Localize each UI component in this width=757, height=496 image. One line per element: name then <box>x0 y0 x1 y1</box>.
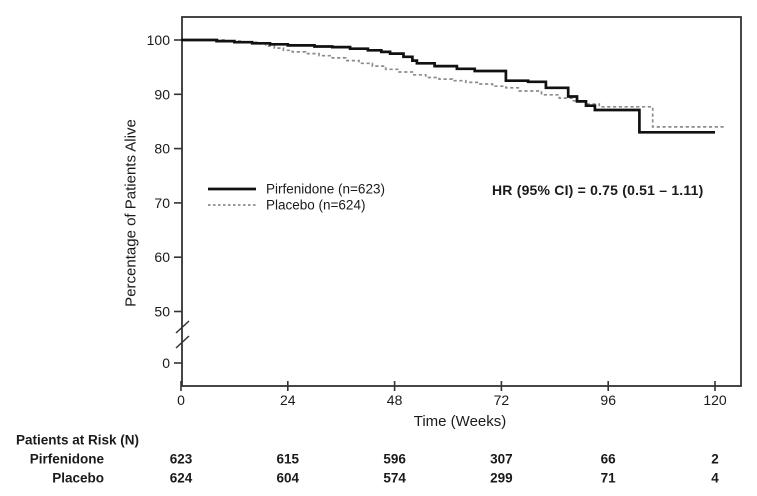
x-tick-label: 48 <box>387 392 403 408</box>
y-tick-label: 90 <box>154 86 170 102</box>
risk-count-pirfenidone-wk96: 66 <box>600 451 616 467</box>
risk-count-pirfenidone-wk72: 307 <box>490 451 513 467</box>
risk-count-pirfenidone-wk0: 623 <box>169 451 193 467</box>
y-tick-label: 70 <box>154 195 170 211</box>
y-tick-label: 50 <box>154 304 170 320</box>
risk-count-placebo-wk96: 71 <box>600 470 616 486</box>
risk-count-pirfenidone-wk120: 2 <box>711 451 719 467</box>
axis-break-mark <box>175 320 190 334</box>
y-tick-label: 100 <box>147 32 171 48</box>
x-axis-title: Time (Weeks) <box>413 413 507 430</box>
legend-label-placebo: Placebo (n=624) <box>266 197 366 213</box>
legend-label-pirfenidone: Pirfenidone (n=623) <box>266 181 385 197</box>
risk-count-placebo-wk72: 299 <box>490 470 513 486</box>
risk-table-header: Patients at Risk (N) <box>16 432 140 448</box>
y-axis-title: Percentage of Patients Alive <box>122 119 140 307</box>
y-tick-label: 80 <box>154 141 170 157</box>
risk-count-placebo-wk24: 604 <box>276 470 300 486</box>
x-tick-label: 96 <box>600 392 616 408</box>
y-tick-label: 0 <box>162 355 170 371</box>
risk-row-label-placebo: Placebo <box>52 470 104 486</box>
risk-count-placebo-wk48: 574 <box>383 470 406 486</box>
x-tick-label: 24 <box>280 392 296 408</box>
x-tick-label: 0 <box>177 392 185 408</box>
risk-count-placebo-wk120: 4 <box>711 470 719 486</box>
hazard-ratio-annotation: HR (95% CI) = 0.75 (0.51 – 1.11) <box>492 182 704 198</box>
x-tick-label: 72 <box>494 392 510 408</box>
risk-count-pirfenidone-wk48: 596 <box>383 451 406 467</box>
pirfenidone-curve <box>181 38 715 134</box>
risk-count-placebo-wk0: 624 <box>169 470 193 486</box>
y-tick-label: 60 <box>154 249 170 265</box>
risk-count-pirfenidone-wk24: 615 <box>276 451 300 467</box>
placebo-curve <box>181 39 724 128</box>
x-tick-label: 120 <box>703 392 727 408</box>
risk-row-label-pirfenidone: Pirfenidone <box>29 451 104 467</box>
axis-break-mark <box>175 335 190 349</box>
plot-border <box>181 16 742 387</box>
